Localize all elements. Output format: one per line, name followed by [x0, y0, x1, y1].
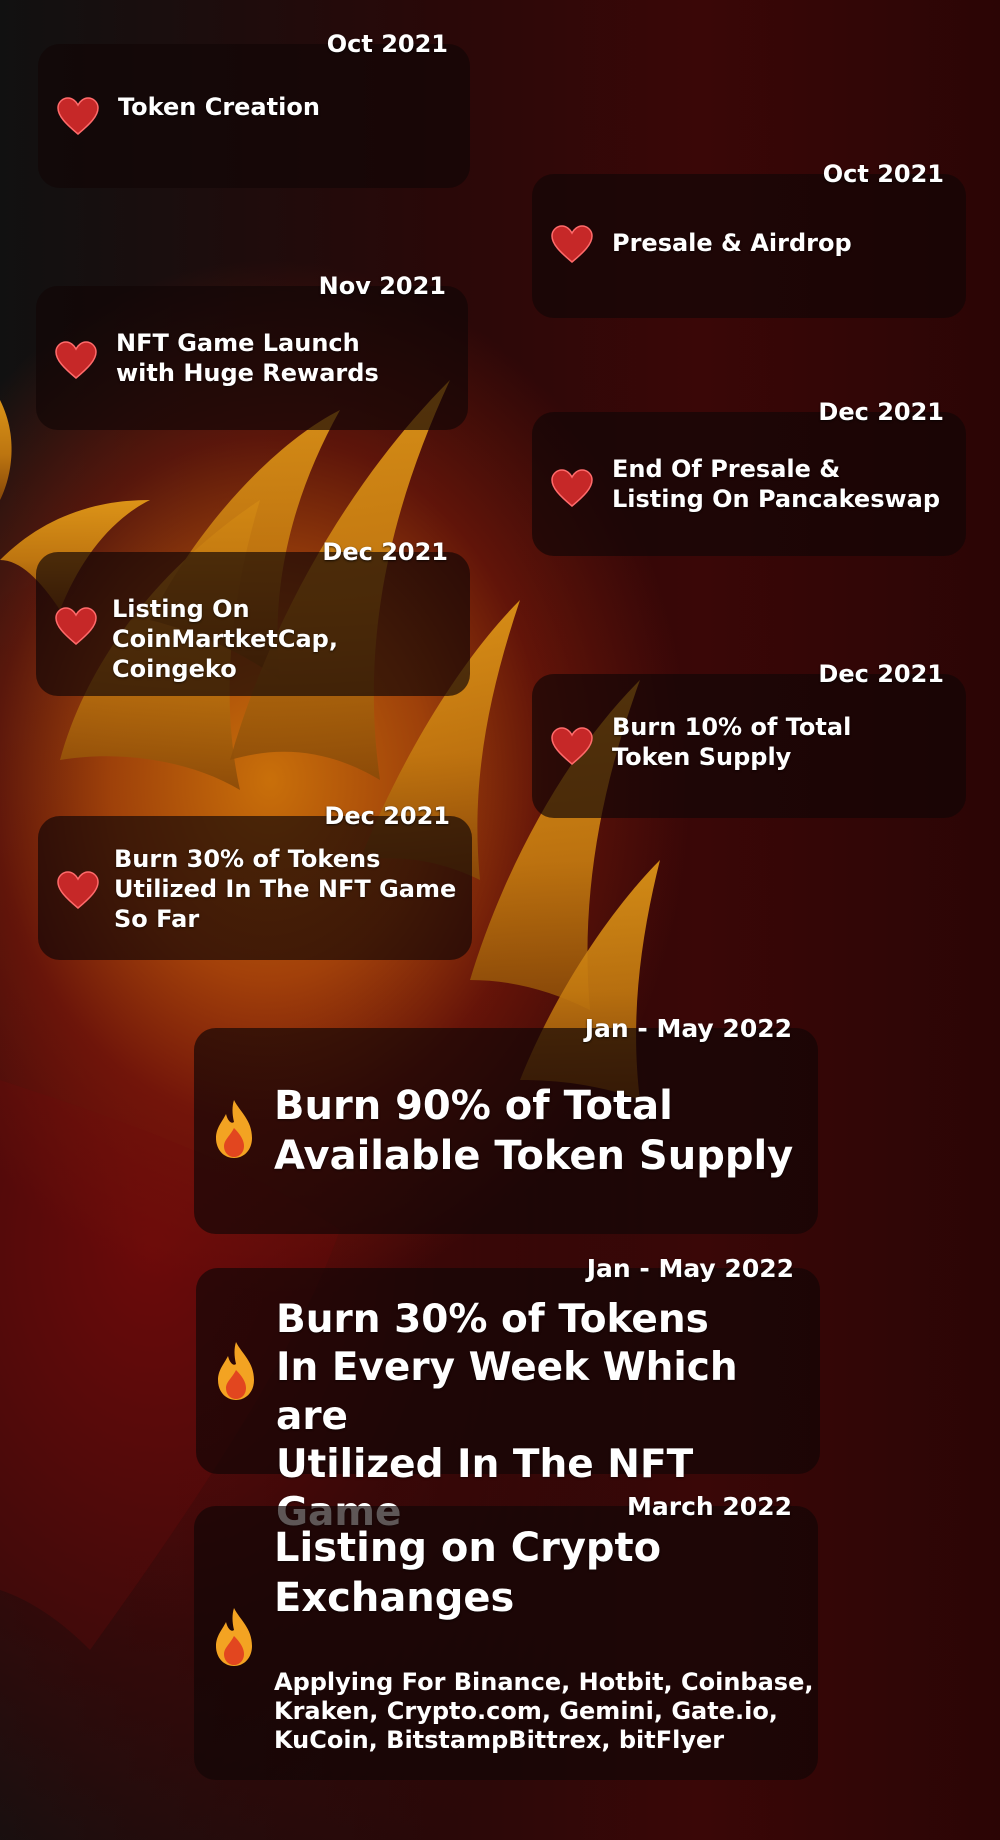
milestone-card: Nov 2021 NFT Game Launch with Huge Rewar… [36, 272, 468, 430]
milestone-card: Dec 2021 Burn 30% of Tokens Utilized In … [38, 802, 472, 960]
milestone-date: Dec 2021 [322, 538, 448, 566]
milestone-card: Jan - May 2022 Burn 90% of Total Availab… [194, 1014, 818, 1234]
milestone-title-line: Listing On Pancakeswap [612, 485, 941, 513]
heart-icon [55, 607, 97, 645]
milestone-card: Oct 2021 Token Creation [38, 30, 470, 188]
milestone-title-line: Listing On CoinMartketCap, [112, 595, 338, 653]
milestone-date: Jan - May 2022 [584, 1014, 792, 1043]
flame-icon [218, 1342, 254, 1400]
milestone-date: Oct 2021 [822, 160, 944, 188]
milestone-card: Jan - May 2022 Burn 30% of Tokens In Eve… [196, 1254, 820, 1535]
milestone-description-line: KuCoin, BitstampBittrex, bitFlyer [274, 1725, 725, 1754]
milestone-title-line: Coingeko [112, 655, 237, 683]
milestone-description-line: Kraken, Crypto.com, Gemini, Gate.io, [274, 1696, 778, 1725]
milestone-description-line: Applying For Binance, Hotbit, Coinbase, [274, 1668, 814, 1696]
milestone-title-line: Utilized In The NFT Game [114, 875, 457, 903]
milestone-date: Nov 2021 [318, 272, 446, 300]
milestone-title-line: Burn 90% of Total [274, 1083, 673, 1129]
milestone-date: Jan - May 2022 [586, 1254, 794, 1283]
heart-icon [551, 225, 593, 263]
milestone-title-line: Listing on Crypto [274, 1525, 662, 1571]
milestone-title-line: Burn 10% of Total [612, 713, 852, 741]
milestone-title-line: So Far [114, 905, 200, 933]
heart-icon [551, 469, 593, 507]
milestone-title-line: End Of Presale & [612, 455, 841, 483]
flame-icon [216, 1608, 252, 1666]
milestone-title-line: Presale & Airdrop [612, 229, 852, 257]
heart-icon [551, 727, 593, 765]
milestone-title-line: Available Token Supply [274, 1132, 794, 1179]
heart-icon [57, 97, 99, 135]
milestone-date: Dec 2021 [324, 802, 450, 830]
milestone-title-line: NFT Game Launch [116, 329, 360, 357]
milestone-title-line: with Huge Rewards [116, 359, 379, 387]
milestone-title-line: Exchanges [274, 1574, 515, 1621]
milestone-card: Dec 2021 Burn 10% of Total Token Supply [532, 660, 966, 818]
milestone-title-line: Token Supply [612, 743, 792, 771]
milestone-date: Dec 2021 [818, 398, 944, 426]
milestone-date: Oct 2021 [326, 30, 448, 58]
milestone-title-line: Burn 30% of Tokens [276, 1297, 709, 1342]
milestone-title-line: Token Creation [118, 93, 320, 121]
milestone-title-line: In Every Week Which are [276, 1345, 738, 1439]
milestone-date: March 2022 [627, 1492, 792, 1521]
milestone-card: Dec 2021 Listing On CoinMartketCap, Coin… [36, 538, 470, 696]
milestone-date: Dec 2021 [818, 660, 944, 688]
milestone-card: March 2022 Listing on Crypto Exchanges A… [194, 1492, 818, 1780]
milestone-card: Oct 2021 Presale & Airdrop [532, 160, 966, 318]
milestone-card: Dec 2021 End Of Presale & Listing On Pan… [532, 398, 966, 556]
flame-icon [216, 1100, 252, 1158]
milestone-title-line: Burn 30% of Tokens [114, 845, 381, 873]
heart-icon [57, 871, 99, 909]
heart-icon [55, 341, 97, 379]
